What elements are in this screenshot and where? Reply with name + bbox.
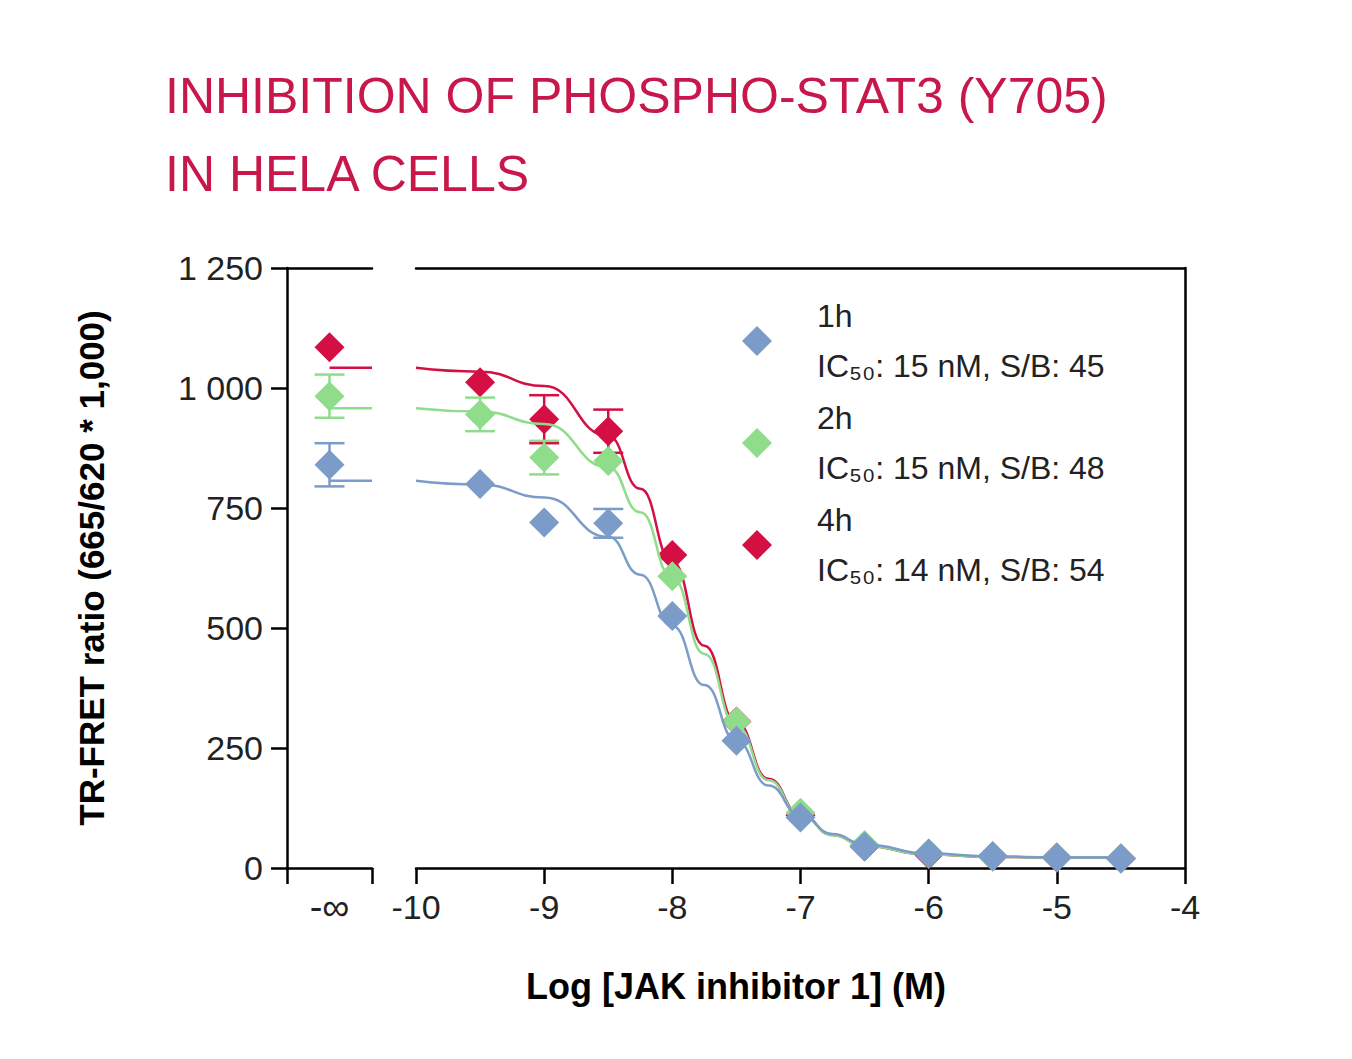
- svg-text:1 250: 1 250: [178, 249, 263, 287]
- svg-text:Log [JAK inhibitor 1] (M): Log [JAK inhibitor 1] (M): [526, 966, 946, 1007]
- svg-text:INHIBITION OF PHOSPHO-STAT3 (Y: INHIBITION OF PHOSPHO-STAT3 (Y705): [165, 68, 1108, 124]
- svg-text:TR-FRET ratio (665/620 * 1,000: TR-FRET ratio (665/620 * 1,000): [72, 310, 111, 825]
- svg-text:1h: 1h: [817, 298, 853, 334]
- svg-text:-8: -8: [657, 888, 687, 926]
- svg-text:IC₅₀: 15 nM, S/B: 48: IC₅₀: 15 nM, S/B: 48: [817, 450, 1105, 486]
- svg-text:250: 250: [206, 729, 263, 767]
- svg-text:2h: 2h: [817, 400, 853, 436]
- svg-text:-6: -6: [914, 888, 944, 926]
- svg-text:-5: -5: [1042, 888, 1072, 926]
- svg-text:IC₅₀: 15 nM, S/B: 45: IC₅₀: 15 nM, S/B: 45: [817, 348, 1105, 384]
- svg-text:750: 750: [206, 489, 263, 527]
- svg-text:-∞: -∞: [310, 886, 350, 928]
- svg-text:-4: -4: [1170, 888, 1200, 926]
- svg-text:-9: -9: [529, 888, 559, 926]
- svg-text:-10: -10: [391, 888, 440, 926]
- svg-text:4h: 4h: [817, 502, 853, 538]
- svg-text:IN HELA CELLS: IN HELA CELLS: [165, 146, 529, 202]
- svg-text:-7: -7: [785, 888, 815, 926]
- svg-text:IC₅₀: 14 nM, S/B: 54: IC₅₀: 14 nM, S/B: 54: [817, 552, 1105, 588]
- svg-text:0: 0: [244, 849, 263, 887]
- svg-text:1 000: 1 000: [178, 369, 263, 407]
- svg-text:500: 500: [206, 609, 263, 647]
